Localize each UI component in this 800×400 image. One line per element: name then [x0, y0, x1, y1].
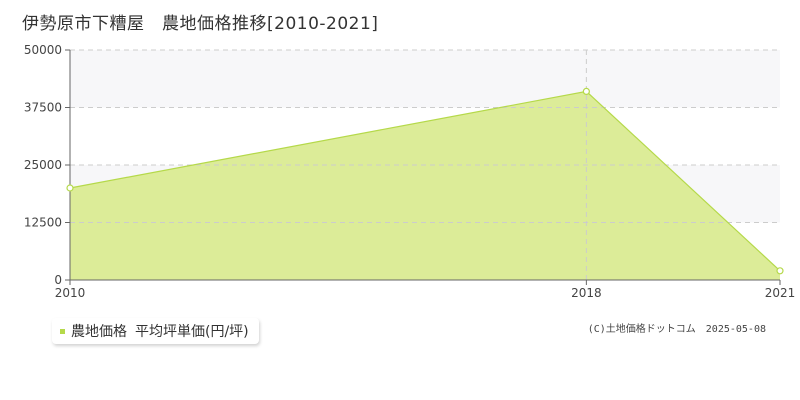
x-tick-label: 2010	[55, 286, 86, 300]
copyright-text: (C)土地価格ドットコム 2025-05-08	[587, 324, 766, 335]
plot-band	[70, 50, 780, 108]
x-tick-label: 2021	[765, 286, 796, 300]
y-tick-label: 50000	[24, 43, 62, 57]
area-fill	[70, 91, 780, 281]
y-tick-label: 12500	[24, 216, 62, 230]
y-tick-label: 37500	[24, 101, 62, 115]
legend-unit-label: 平均坪単価(円/坪)	[135, 324, 249, 340]
x-tick-label: 2018	[571, 286, 602, 300]
data-point	[582, 87, 590, 96]
legend-series-name: 農地価格	[71, 324, 127, 340]
legend: 農地価格 平均坪単価(円/坪)	[52, 318, 259, 344]
data-point	[66, 184, 74, 192]
legend-marker	[60, 328, 65, 334]
data-point	[776, 267, 784, 275]
y-tick-label: 25000	[24, 158, 62, 172]
chart-title: 伊勢原市下糟屋 農地価格推移[2010-2021]	[22, 14, 379, 34]
y-tick-label: 0	[54, 273, 62, 287]
